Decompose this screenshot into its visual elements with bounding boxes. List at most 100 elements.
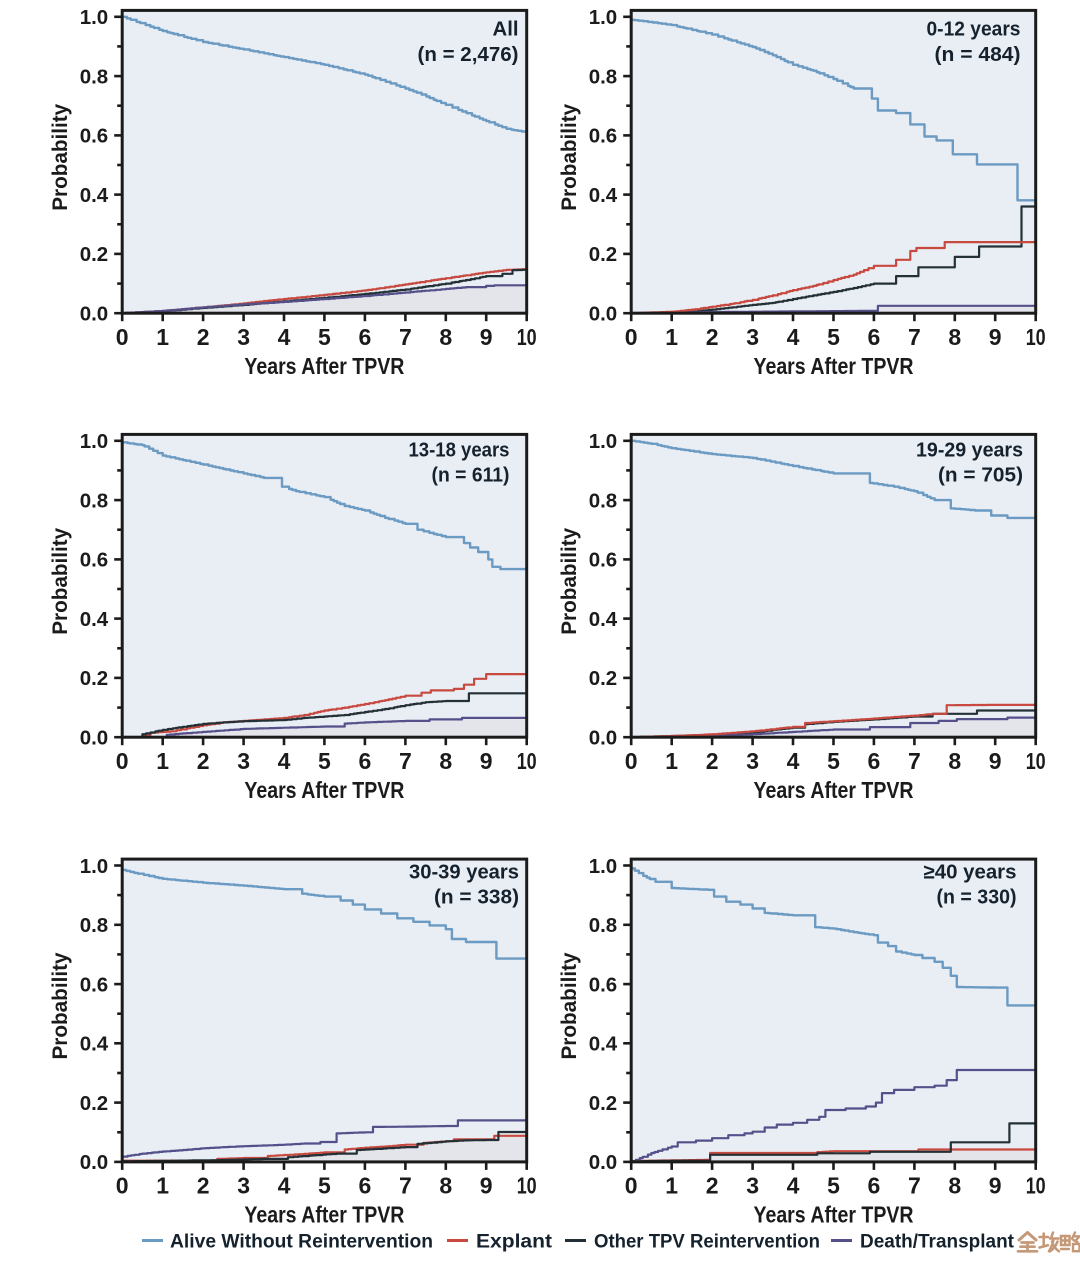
svg-text:6: 6 xyxy=(868,324,881,350)
svg-text:0.0: 0.0 xyxy=(589,727,618,750)
svg-text:8: 8 xyxy=(439,324,452,350)
svg-text:Death/Transplant: Death/Transplant xyxy=(860,1231,1014,1253)
svg-text:19-29 years: 19-29 years xyxy=(916,439,1023,462)
svg-text:1.0: 1.0 xyxy=(80,430,109,453)
svg-text:0.0: 0.0 xyxy=(80,303,109,326)
svg-text:0-12 years: 0-12 years xyxy=(927,18,1021,41)
svg-text:1: 1 xyxy=(156,748,169,774)
svg-text:5: 5 xyxy=(318,324,331,350)
svg-text:0: 0 xyxy=(625,324,638,350)
svg-text:10: 10 xyxy=(517,324,537,350)
svg-text:1: 1 xyxy=(665,1173,678,1199)
svg-text:0.0: 0.0 xyxy=(589,303,618,326)
svg-text:(n = 611): (n = 611) xyxy=(432,463,510,486)
svg-text:0.6: 0.6 xyxy=(589,125,618,148)
svg-text:0.6: 0.6 xyxy=(589,549,618,572)
svg-text:Probability: Probability xyxy=(49,952,72,1059)
svg-text:4: 4 xyxy=(278,1173,291,1199)
svg-text:Probability: Probability xyxy=(558,952,581,1059)
svg-text:9: 9 xyxy=(989,748,1002,774)
svg-text:Explant: Explant xyxy=(476,1231,553,1253)
svg-text:Years After TPVR: Years After TPVR xyxy=(244,353,404,379)
svg-text:(n = 484): (n = 484) xyxy=(935,43,1021,66)
svg-text:Years After TPVR: Years After TPVR xyxy=(244,1202,404,1228)
svg-text:0.2: 0.2 xyxy=(80,667,109,690)
svg-text:2: 2 xyxy=(706,1173,719,1199)
svg-text:0.4: 0.4 xyxy=(80,608,109,631)
svg-text:10: 10 xyxy=(1026,1173,1046,1199)
svg-text:0.8: 0.8 xyxy=(589,65,618,88)
svg-text:Other TPV Reintervention: Other TPV Reintervention xyxy=(594,1231,820,1253)
svg-text:1.0: 1.0 xyxy=(589,855,618,878)
svg-text:0.2: 0.2 xyxy=(589,1092,618,1115)
svg-text:7: 7 xyxy=(908,748,921,774)
svg-text:Probability: Probability xyxy=(558,103,581,210)
svg-text:3: 3 xyxy=(237,748,250,774)
svg-text:3: 3 xyxy=(746,324,759,350)
svg-text:10: 10 xyxy=(517,748,537,774)
svg-text:0.2: 0.2 xyxy=(80,1092,109,1115)
svg-text:6: 6 xyxy=(359,324,372,350)
svg-text:1: 1 xyxy=(665,324,678,350)
svg-text:4: 4 xyxy=(787,748,800,774)
svg-text:5: 5 xyxy=(827,324,840,350)
svg-text:7: 7 xyxy=(399,748,412,774)
svg-text:7: 7 xyxy=(399,1173,412,1199)
svg-text:6: 6 xyxy=(359,1173,372,1199)
svg-text:0.0: 0.0 xyxy=(80,1151,109,1174)
svg-text:2: 2 xyxy=(706,324,719,350)
svg-text:5: 5 xyxy=(827,748,840,774)
svg-text:3: 3 xyxy=(237,1173,250,1199)
svg-text:0: 0 xyxy=(625,1173,638,1199)
svg-text:1.0: 1.0 xyxy=(80,6,109,29)
svg-text:3: 3 xyxy=(746,748,759,774)
svg-text:1.0: 1.0 xyxy=(589,430,618,453)
svg-text:9: 9 xyxy=(989,324,1002,350)
svg-text:1.0: 1.0 xyxy=(589,6,618,29)
svg-text:2: 2 xyxy=(197,748,210,774)
svg-text:0.4: 0.4 xyxy=(589,184,618,207)
svg-text:0: 0 xyxy=(116,748,129,774)
svg-text:0: 0 xyxy=(116,324,129,350)
svg-text:1.0: 1.0 xyxy=(80,855,109,878)
svg-text:3: 3 xyxy=(237,324,250,350)
svg-text:9: 9 xyxy=(480,748,493,774)
svg-text:7: 7 xyxy=(908,1173,921,1199)
svg-text:0.0: 0.0 xyxy=(80,727,109,750)
svg-text:3: 3 xyxy=(746,1173,759,1199)
svg-text:Years After TPVR: Years After TPVR xyxy=(754,777,914,803)
svg-text:0.0: 0.0 xyxy=(589,1151,618,1174)
svg-text:9: 9 xyxy=(480,1173,493,1199)
svg-text:0.4: 0.4 xyxy=(589,608,618,631)
svg-text:8: 8 xyxy=(439,1173,452,1199)
svg-text:1: 1 xyxy=(665,748,678,774)
svg-text:Probability: Probability xyxy=(558,527,581,634)
svg-text:4: 4 xyxy=(787,324,800,350)
svg-text:0.8: 0.8 xyxy=(589,489,618,512)
svg-text:(n = 705): (n = 705) xyxy=(938,463,1023,486)
svg-text:0.6: 0.6 xyxy=(80,125,109,148)
svg-text:Years After TPVR: Years After TPVR xyxy=(754,353,914,379)
svg-text:(n = 2,476): (n = 2,476) xyxy=(418,43,519,66)
svg-text:Probability: Probability xyxy=(49,527,72,634)
svg-text:2: 2 xyxy=(197,324,210,350)
svg-text:0.6: 0.6 xyxy=(80,973,109,996)
svg-text:0.6: 0.6 xyxy=(80,549,109,572)
svg-text:5: 5 xyxy=(827,1173,840,1199)
svg-text:2: 2 xyxy=(706,748,719,774)
svg-text:0.4: 0.4 xyxy=(80,184,109,207)
svg-text:1: 1 xyxy=(156,324,169,350)
svg-text:4: 4 xyxy=(278,748,291,774)
svg-text:0: 0 xyxy=(625,748,638,774)
svg-text:6: 6 xyxy=(359,748,372,774)
svg-text:6: 6 xyxy=(868,748,881,774)
svg-text:5: 5 xyxy=(318,1173,331,1199)
svg-text:13-18 years: 13-18 years xyxy=(409,439,510,462)
svg-text:7: 7 xyxy=(908,324,921,350)
svg-text:8: 8 xyxy=(439,748,452,774)
svg-text:8: 8 xyxy=(948,1173,961,1199)
svg-text:9: 9 xyxy=(480,324,493,350)
svg-text:0.2: 0.2 xyxy=(80,243,109,266)
svg-text:Probability: Probability xyxy=(49,103,72,210)
svg-text:7: 7 xyxy=(399,324,412,350)
